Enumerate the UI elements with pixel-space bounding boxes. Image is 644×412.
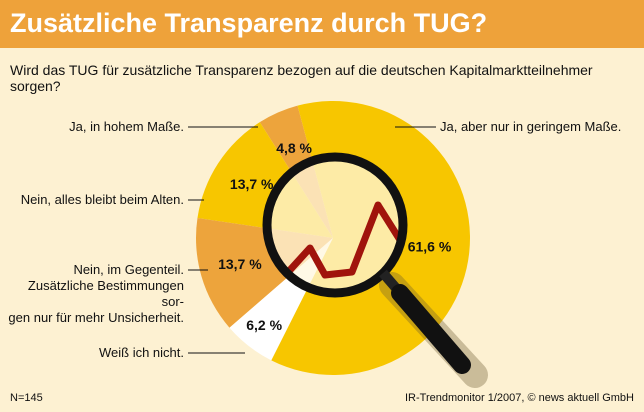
magnifier-rim (262, 152, 408, 298)
value-label: 13,7 % (230, 176, 274, 192)
category-label: Weiß ich nicht. (98, 345, 184, 360)
value-label: 6,2 % (246, 317, 282, 333)
leader-lines (188, 126, 436, 354)
magnifier (262, 152, 488, 388)
chart-subtitle: Wird das TUG für zusätzliche Transparenz… (10, 62, 593, 94)
value-label: 4,8 % (276, 140, 312, 156)
source: IR-Trendmonitor 1/2007, © news aktuell G… (404, 392, 634, 404)
category-label: Ja, aber nur in geringem Maße. (440, 119, 622, 134)
value-labels: 4,8 % 13,7 % 13,7 % 6,2 % 61,6 % (218, 140, 452, 333)
chart-title: Zusätzliche Transparenz durch TUG? (10, 8, 488, 38)
category-label: Ja, in hohem Maße. (69, 119, 184, 134)
magnifier-line (287, 201, 403, 279)
value-label: 13,7 % (218, 256, 262, 272)
value-label: 61,6 % (408, 239, 452, 255)
category-label: Nein, alles bleibt beim Alten. (20, 192, 184, 207)
sample-note: N=145 (10, 392, 43, 404)
category-label: Nein, im Gegenteil. Zusätzliche Bestimmu… (8, 262, 184, 325)
header-bar (0, 0, 644, 48)
magnifier-handle (391, 284, 471, 374)
